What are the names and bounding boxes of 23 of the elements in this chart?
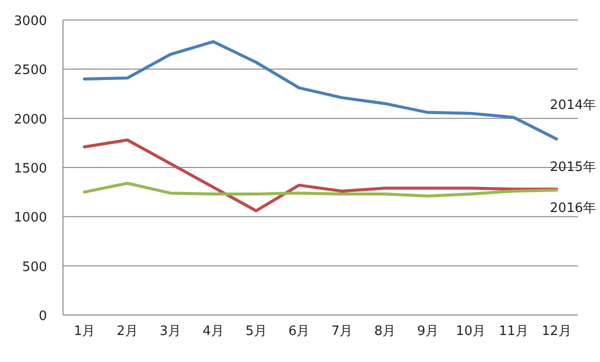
series-label: 2015年 — [550, 160, 596, 176]
x-tick-label: 1月 — [74, 324, 96, 339]
x-tick-label: 9月 — [417, 324, 438, 339]
y-tick-label: 1000 — [14, 210, 47, 226]
y-tick-label: 2000 — [14, 112, 47, 128]
x-tick-label: 3月 — [160, 324, 181, 339]
x-tick-label: 6月 — [288, 324, 310, 339]
series-label: 2014年 — [550, 98, 596, 113]
y-tick-label: 1500 — [14, 162, 47, 176]
x-tick-label: 10月 — [456, 324, 486, 339]
line-series — [82, 182, 558, 198]
x-tick-label: 4月 — [202, 324, 224, 339]
y-tick-label: 500 — [22, 260, 47, 275]
y-tick-label: 2500 — [14, 63, 47, 78]
x-tick-label: 11月 — [498, 324, 528, 339]
series-label: 2016年 — [550, 201, 596, 216]
x-tick-label: 8月 — [374, 324, 396, 339]
x-tick-label: 2月 — [116, 324, 138, 339]
y-tick-label: 3000 — [14, 14, 47, 29]
x-tick-label: 7月 — [331, 324, 353, 339]
y-tick-label: 0 — [38, 309, 47, 324]
x-tick-label: 5月 — [245, 324, 267, 339]
x-tick-label: 12月 — [542, 324, 572, 339]
